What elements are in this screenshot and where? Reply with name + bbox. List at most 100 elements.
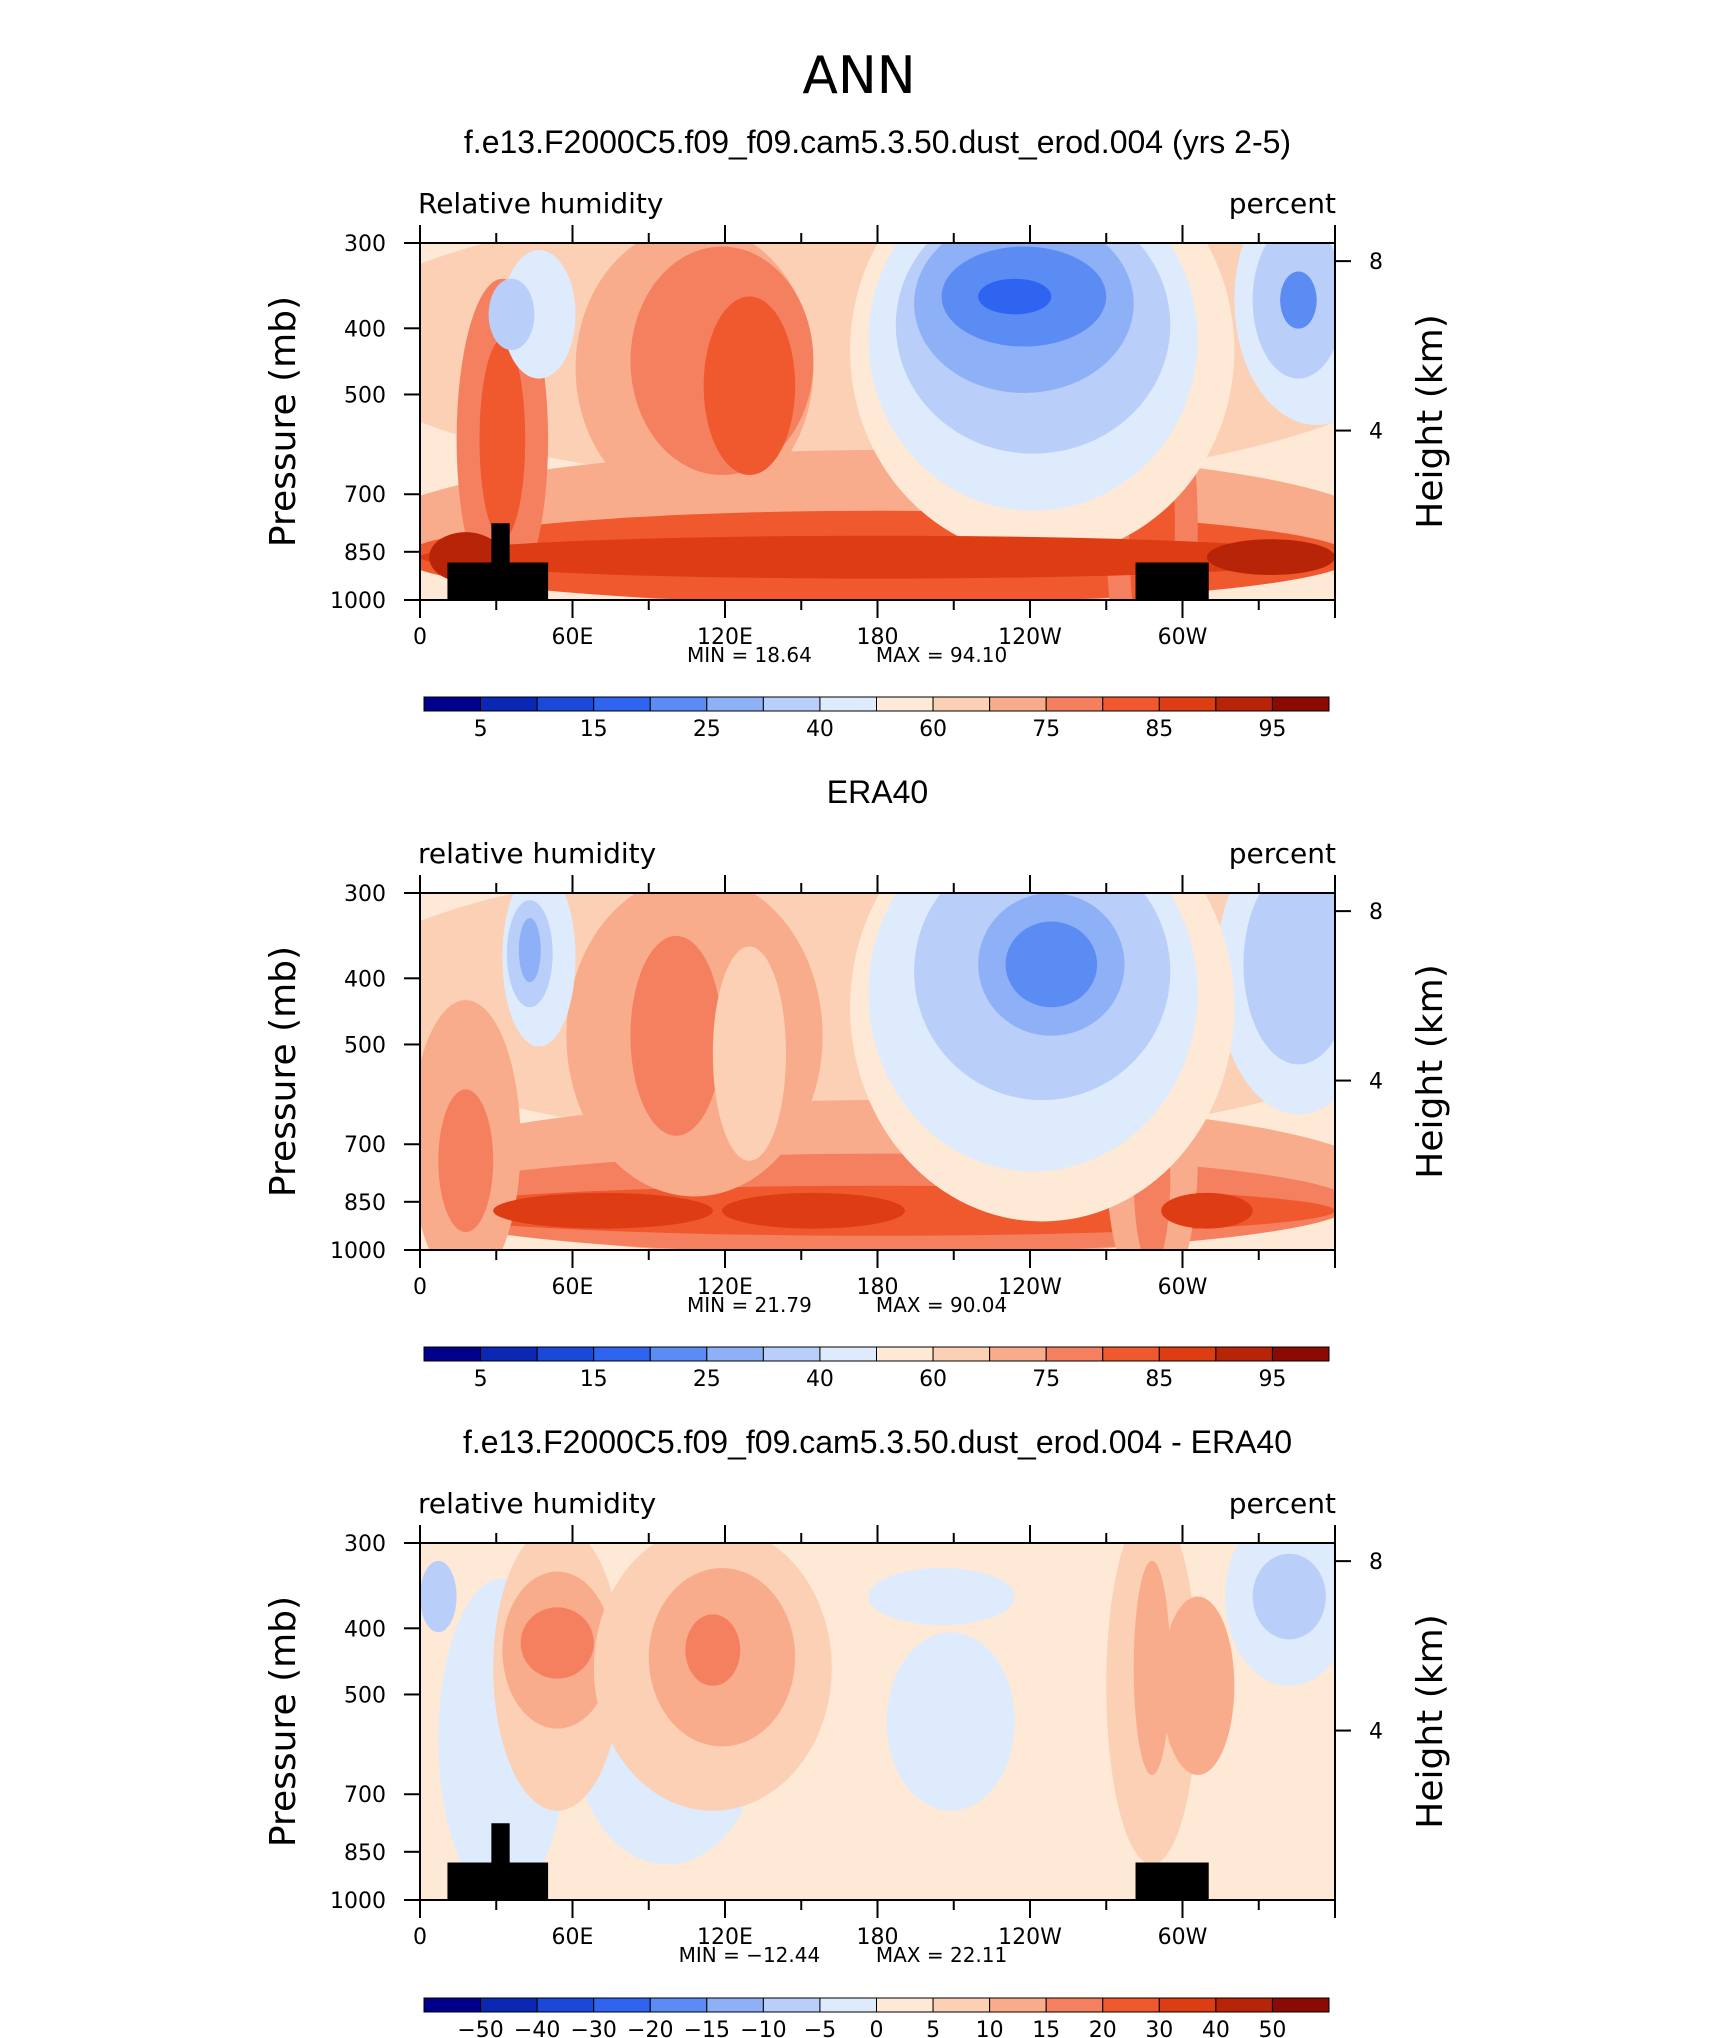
colorbar-swatch <box>1271 696 1330 712</box>
topography-africa <box>447 562 549 600</box>
variable-label: Relative humidity <box>418 187 663 220</box>
colorbar-swatch <box>819 1346 877 1362</box>
colorbar-swatch <box>480 1346 538 1362</box>
colorbar-label: 95 <box>1258 717 1286 742</box>
colorbar-label: 60 <box>919 717 947 742</box>
contour-region <box>518 917 541 983</box>
height-tick-label: 4 <box>1369 420 1383 445</box>
longitude-tick-label: 120E <box>697 625 753 650</box>
colorbar-swatch <box>593 1346 651 1362</box>
longitude-tick-label: 60E <box>552 625 594 650</box>
longitude-tick-label: 180 <box>857 1275 899 1300</box>
colorbar-label: −15 <box>684 2018 730 2038</box>
colorbar-swatch <box>819 696 877 712</box>
longitude-tick-label: 120E <box>697 1275 753 1300</box>
topography-africa-peak <box>491 1823 510 1867</box>
contour-region <box>420 1560 457 1633</box>
pressure-tick-label: 300 <box>344 882 386 907</box>
topography-andes <box>1135 1862 1209 1900</box>
longitude-tick-label: 60W <box>1158 625 1208 650</box>
variable-label: relative humidity <box>418 837 656 870</box>
contour-region <box>630 935 722 1136</box>
pressure-tick-label: 400 <box>344 967 386 992</box>
colorbar-swatch <box>1045 696 1104 712</box>
colorbar-label: 0 <box>870 2018 884 2038</box>
figure-main-title: ANN <box>802 46 915 106</box>
y-axis-title: Pressure (mb) <box>263 296 304 547</box>
contour-region <box>1005 921 1098 1008</box>
topography-africa <box>447 1862 549 1900</box>
colorbar-label: 40 <box>1202 2018 1230 2038</box>
colorbar-label: 15 <box>1032 2018 1060 2038</box>
colorbar-label: −20 <box>627 2018 673 2038</box>
colorbar-swatch <box>1102 1346 1160 1362</box>
colorbar-label: 10 <box>976 2018 1004 2038</box>
colorbar-label: 85 <box>1145 717 1173 742</box>
contour-region <box>420 535 1335 579</box>
colorbar-swatch <box>1215 696 1273 712</box>
colorbar-swatch <box>649 1997 708 2013</box>
colorbar-label: −40 <box>514 2018 560 2038</box>
colorbar-swatch <box>1158 1346 1217 1362</box>
colorbar-label: 85 <box>1145 1367 1173 1392</box>
height-tick-label: 4 <box>1369 1070 1383 1095</box>
contour-region <box>479 339 526 540</box>
contour-region <box>1280 271 1317 329</box>
pressure-tick-label: 1000 <box>330 1889 386 1914</box>
colorbar-swatch <box>762 696 821 712</box>
colorbar-label: 5 <box>926 2018 940 2038</box>
panel-title: f.e13.F2000C5.f09_f09.cam5.3.50.dust_ero… <box>463 1424 1292 1460</box>
colorbar-swatch <box>649 1346 708 1362</box>
contour-field <box>420 243 1335 600</box>
panel-3: f.e13.F2000C5.f09_f09.cam5.3.50.dust_ero… <box>263 1424 1451 2038</box>
colorbar-label: 5 <box>474 717 488 742</box>
colorbar-swatch <box>536 1346 595 1362</box>
contour-region <box>1161 1596 1235 1776</box>
longitude-tick-label: 60E <box>552 1925 594 1950</box>
contour-region <box>868 1567 1015 1626</box>
max-value: MAX = 22.11 <box>876 1943 1007 1967</box>
longitude-tick-label: 0 <box>413 1925 427 1950</box>
colorbar-swatch <box>1215 1997 1273 2013</box>
min-value: MIN = −12.44 <box>679 1943 821 1967</box>
pressure-tick-label: 400 <box>344 1617 386 1642</box>
colorbar-swatch <box>649 696 708 712</box>
colorbar-label: 15 <box>580 717 608 742</box>
pressure-tick-label: 300 <box>344 1532 386 1557</box>
contour-region <box>685 1614 741 1686</box>
colorbar-swatch <box>706 1997 764 2013</box>
colorbar-label: 50 <box>1258 2018 1286 2038</box>
pressure-tick-label: 1000 <box>330 589 386 614</box>
pressure-tick-label: 500 <box>344 1683 386 1708</box>
colorbar-swatch <box>932 1346 991 1362</box>
contour-region <box>493 1192 713 1229</box>
colorbar: 5 15 25 40 60 75 85 95 <box>423 1346 1330 1392</box>
height-tick-label: 8 <box>1369 1550 1383 1575</box>
colorbar-swatch <box>1045 1997 1104 2013</box>
contour-region <box>438 1089 494 1233</box>
colorbar-swatch <box>1158 696 1217 712</box>
colorbar-swatch <box>762 1997 821 2013</box>
longitude-tick-label: 60E <box>552 1275 594 1300</box>
y-right-axis-title: Height (km) <box>1410 314 1451 528</box>
topography-africa-peak <box>491 523 510 567</box>
colorbar-swatch <box>1102 1997 1160 2013</box>
pressure-tick-label: 400 <box>344 317 386 342</box>
longitude-tick-label: 0 <box>413 1275 427 1300</box>
colorbar-swatch <box>932 696 991 712</box>
colorbar-swatch <box>593 696 651 712</box>
pressure-tick-label: 850 <box>344 541 386 566</box>
contour-region <box>488 278 535 351</box>
colorbar-swatch <box>819 1997 877 2013</box>
panels-container: f.e13.F2000C5.f09_f09.cam5.3.50.dust_ero… <box>263 124 1451 2038</box>
colorbar-label: 25 <box>693 1367 721 1392</box>
panel-title: ERA40 <box>827 774 928 810</box>
contour-region <box>712 946 787 1161</box>
y-right-axis-title: Height (km) <box>1410 964 1451 1178</box>
panel-title: f.e13.F2000C5.f09_f09.cam5.3.50.dust_ero… <box>464 124 1291 160</box>
height-tick-label: 4 <box>1369 1720 1383 1745</box>
longitude-tick-label: 180 <box>857 625 899 650</box>
colorbar-swatch <box>1045 1346 1104 1362</box>
y-axis-title: Pressure (mb) <box>263 946 304 1197</box>
